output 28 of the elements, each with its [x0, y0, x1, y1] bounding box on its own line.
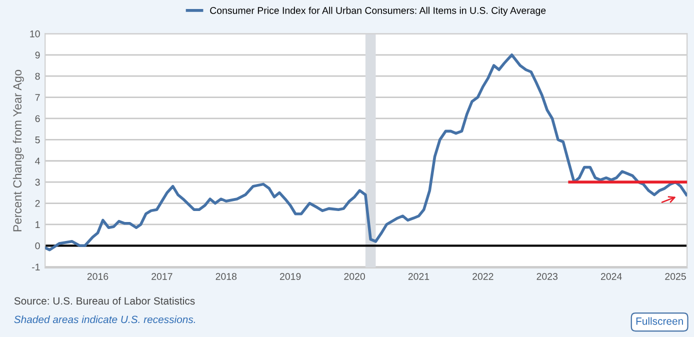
y-tick-label: 8	[35, 72, 40, 80]
x-tick-label: 2023	[536, 273, 558, 280]
legend-label: Consumer Price Index for All Urban Consumers: All Items in U.S. City Average	[210, 6, 546, 16]
y-tick-label: 0	[35, 242, 40, 250]
x-tick-label: 2016	[87, 273, 108, 280]
x-tick-label: 2017	[152, 273, 172, 280]
y-tick-label: 9	[35, 52, 40, 59]
line-series	[45, 54, 688, 252]
x-tick-label: 2020	[344, 273, 365, 280]
y-tick-label: 1	[36, 221, 40, 228]
y-tick-label: 6	[35, 115, 40, 122]
y-tick-label: 4	[35, 158, 40, 164]
y-tick-label: -1	[32, 264, 40, 270]
y-tick-label: 7	[35, 94, 40, 101]
y-tick-label: 10	[30, 30, 40, 38]
x-tick-label: 2018	[216, 273, 237, 280]
x-tick-label: 2022	[472, 273, 494, 280]
y-tick-label: 3	[35, 178, 40, 186]
text: Shaded areas indicate U.S. recessions.	[14, 315, 195, 324]
x-tick-label: 2024	[600, 273, 622, 280]
source-note: Source: U.S. Bureau of Labor Statistics	[14, 296, 195, 305]
y-tick-label: 5	[35, 136, 40, 144]
y-tick-label: 2	[35, 200, 40, 207]
text: Fullscreen	[636, 317, 683, 325]
x-tick-label: 2025	[665, 273, 686, 280]
y-axis-title: Percent Change from Year Ago	[12, 70, 24, 232]
x-tick-label: 2021	[408, 273, 430, 280]
x-tick-label: 2019	[280, 273, 301, 280]
